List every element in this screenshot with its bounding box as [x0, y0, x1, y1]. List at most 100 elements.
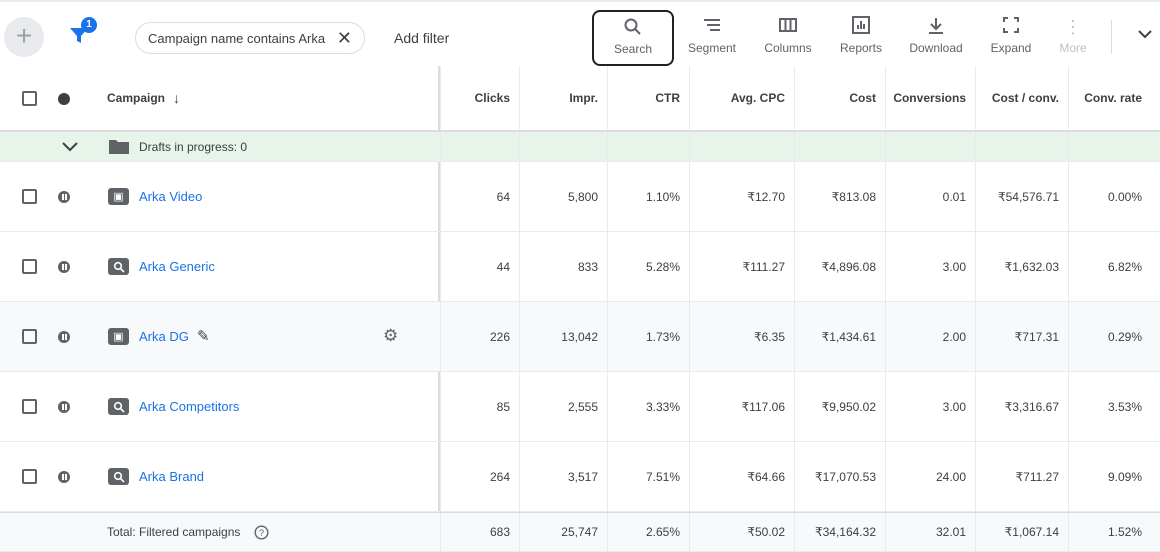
total-row: Total: Filtered campaigns ? 683 25,747 2…: [0, 512, 1160, 552]
more-button[interactable]: ⋮ More: [1055, 16, 1091, 55]
more-icon: ⋮: [1064, 17, 1082, 37]
conversions-header[interactable]: Conversions: [885, 66, 975, 130]
avg-cpc-cell: ₹12.70: [689, 162, 794, 231]
paused-status-icon[interactable]: [58, 191, 70, 203]
download-button[interactable]: Download: [905, 16, 967, 55]
campaign-name-link[interactable]: Arka Video: [139, 189, 203, 204]
empty-cell: [794, 132, 885, 161]
cost-cell: ₹1,434.61: [794, 302, 885, 371]
more-label: More: [1059, 41, 1087, 55]
total-conv-rate: 1.52%: [1068, 513, 1151, 551]
cost-cell: ₹9,950.02: [794, 372, 885, 441]
ctr-header[interactable]: CTR: [607, 66, 689, 130]
reports-button[interactable]: Reports: [834, 16, 888, 55]
paused-status-icon[interactable]: [58, 401, 70, 413]
campaign-header[interactable]: Campaign ↓: [107, 66, 180, 130]
cost-cell: ₹813.08: [794, 162, 885, 231]
cost-cell: ₹17,070.53: [794, 442, 885, 511]
table-header-row: Campaign ↓ Clicks Impr. CTR Avg. CPC Cos…: [0, 66, 1160, 132]
edit-pencil-icon[interactable]: ✎: [197, 328, 210, 345]
columns-button[interactable]: Columns: [759, 16, 817, 55]
conv-rate-cell: 9.09%: [1068, 442, 1151, 511]
conv-rate-cell: 0.00%: [1068, 162, 1151, 231]
total-conversions: 32.01: [885, 513, 975, 551]
campaign-name-link[interactable]: Arka DG: [139, 329, 189, 344]
filter-chip[interactable]: Campaign name contains Arka ✕: [135, 22, 365, 54]
search-campaign-icon: [108, 258, 129, 275]
clicks-cell: 44: [440, 232, 519, 301]
reports-label: Reports: [839, 41, 883, 55]
empty-cell: [689, 132, 794, 161]
search-icon: [594, 17, 672, 39]
sort-arrow-down-icon: ↓: [173, 90, 181, 106]
cost-conv-cell: ₹3,316.67: [975, 372, 1068, 441]
conversions-cell: 3.00: [885, 232, 975, 301]
paused-status-icon[interactable]: [58, 331, 70, 343]
select-all-checkbox[interactable]: [22, 91, 37, 106]
expand-label: Expand: [990, 41, 1032, 55]
expand-icon: [986, 16, 1036, 38]
help-icon[interactable]: ?: [254, 513, 269, 551]
expand-button[interactable]: Expand: [986, 16, 1036, 55]
table-row[interactable]: ▣ Arka Video 64 5,800 1.10% ₹12.70 ₹813.…: [0, 162, 1160, 232]
download-icon: [905, 16, 967, 38]
clicks-cell: 64: [440, 162, 519, 231]
clicks-header[interactable]: Clicks: [440, 66, 519, 130]
chevron-down-icon[interactable]: [62, 132, 78, 161]
new-campaign-button[interactable]: +: [4, 17, 44, 57]
conv-rate-cell: 3.53%: [1068, 372, 1151, 441]
campaign-name-link[interactable]: Arka Generic: [139, 259, 215, 274]
cost-conv-header[interactable]: Cost / conv.: [975, 66, 1068, 130]
avg-cpc-cell: ₹117.06: [689, 372, 794, 441]
segment-button[interactable]: Segment: [684, 16, 740, 55]
empty-cell: [519, 132, 607, 161]
conversions-cell: 24.00: [885, 442, 975, 511]
clicks-cell: 264: [440, 442, 519, 511]
status-header-icon[interactable]: [58, 93, 70, 105]
paused-status-icon[interactable]: [58, 471, 70, 483]
cost-conv-cell: ₹711.27: [975, 442, 1068, 511]
conversions-cell: 2.00: [885, 302, 975, 371]
campaign-header-label: Campaign: [107, 91, 166, 105]
ctr-cell: 1.10%: [607, 162, 689, 231]
cost-header[interactable]: Cost: [794, 66, 885, 130]
conversions-cell: 3.00: [885, 372, 975, 441]
search-campaign-icon: [108, 398, 129, 415]
add-filter-button[interactable]: Add filter: [394, 30, 450, 46]
campaign-name-link[interactable]: Arka Competitors: [139, 399, 240, 414]
impr-header[interactable]: Impr.: [519, 66, 607, 130]
table-row[interactable]: Arka Competitors 85 2,555 3.33% ₹117.06 …: [0, 372, 1160, 442]
impr-cell: 2,555: [519, 372, 607, 441]
empty-cell: [1068, 132, 1151, 161]
row-checkbox[interactable]: [22, 259, 37, 274]
table-row[interactable]: ▣ Arka DG ✎ ⚙ 226 13,042 1.73% ₹6.35 ₹1,…: [0, 302, 1160, 372]
empty-cell: [440, 132, 519, 161]
row-checkbox[interactable]: [22, 399, 37, 414]
row-checkbox[interactable]: [22, 329, 37, 344]
search-button[interactable]: Search: [592, 10, 674, 66]
paused-status-icon[interactable]: [58, 261, 70, 273]
campaign-name-link[interactable]: Arka Brand: [139, 469, 205, 484]
conversions-cell: 0.01: [885, 162, 975, 231]
drafts-row[interactable]: Drafts in progress: 0: [0, 132, 1160, 162]
columns-icon: [759, 16, 817, 38]
chevron-down-icon[interactable]: [1138, 26, 1152, 42]
close-icon[interactable]: ✕: [336, 27, 352, 48]
total-avg-cpc: ₹50.02: [689, 513, 794, 551]
conv-rate-cell: 6.82%: [1068, 232, 1151, 301]
gear-icon[interactable]: ⚙: [383, 326, 399, 345]
filter-icon[interactable]: [68, 24, 90, 46]
row-checkbox[interactable]: [22, 189, 37, 204]
empty-cell: [607, 132, 689, 161]
row-checkbox[interactable]: [22, 469, 37, 484]
segment-icon: [684, 16, 740, 38]
avg-cpc-cell: ₹6.35: [689, 302, 794, 371]
table-row[interactable]: Arka Brand 264 3,517 7.51% ₹64.66 ₹17,07…: [0, 442, 1160, 512]
avg-cpc-header[interactable]: Avg. CPC: [689, 66, 794, 130]
total-cost: ₹34,164.32: [794, 513, 885, 551]
table-row[interactable]: Arka Generic 44 833 5.28% ₹111.27 ₹4,896…: [0, 232, 1160, 302]
conv-rate-header[interactable]: Conv. rate: [1068, 66, 1151, 130]
filter-chip-label: Campaign name contains Arka: [148, 30, 326, 46]
segment-label: Segment: [687, 41, 737, 55]
cost-conv-cell: ₹54,576.71: [975, 162, 1068, 231]
